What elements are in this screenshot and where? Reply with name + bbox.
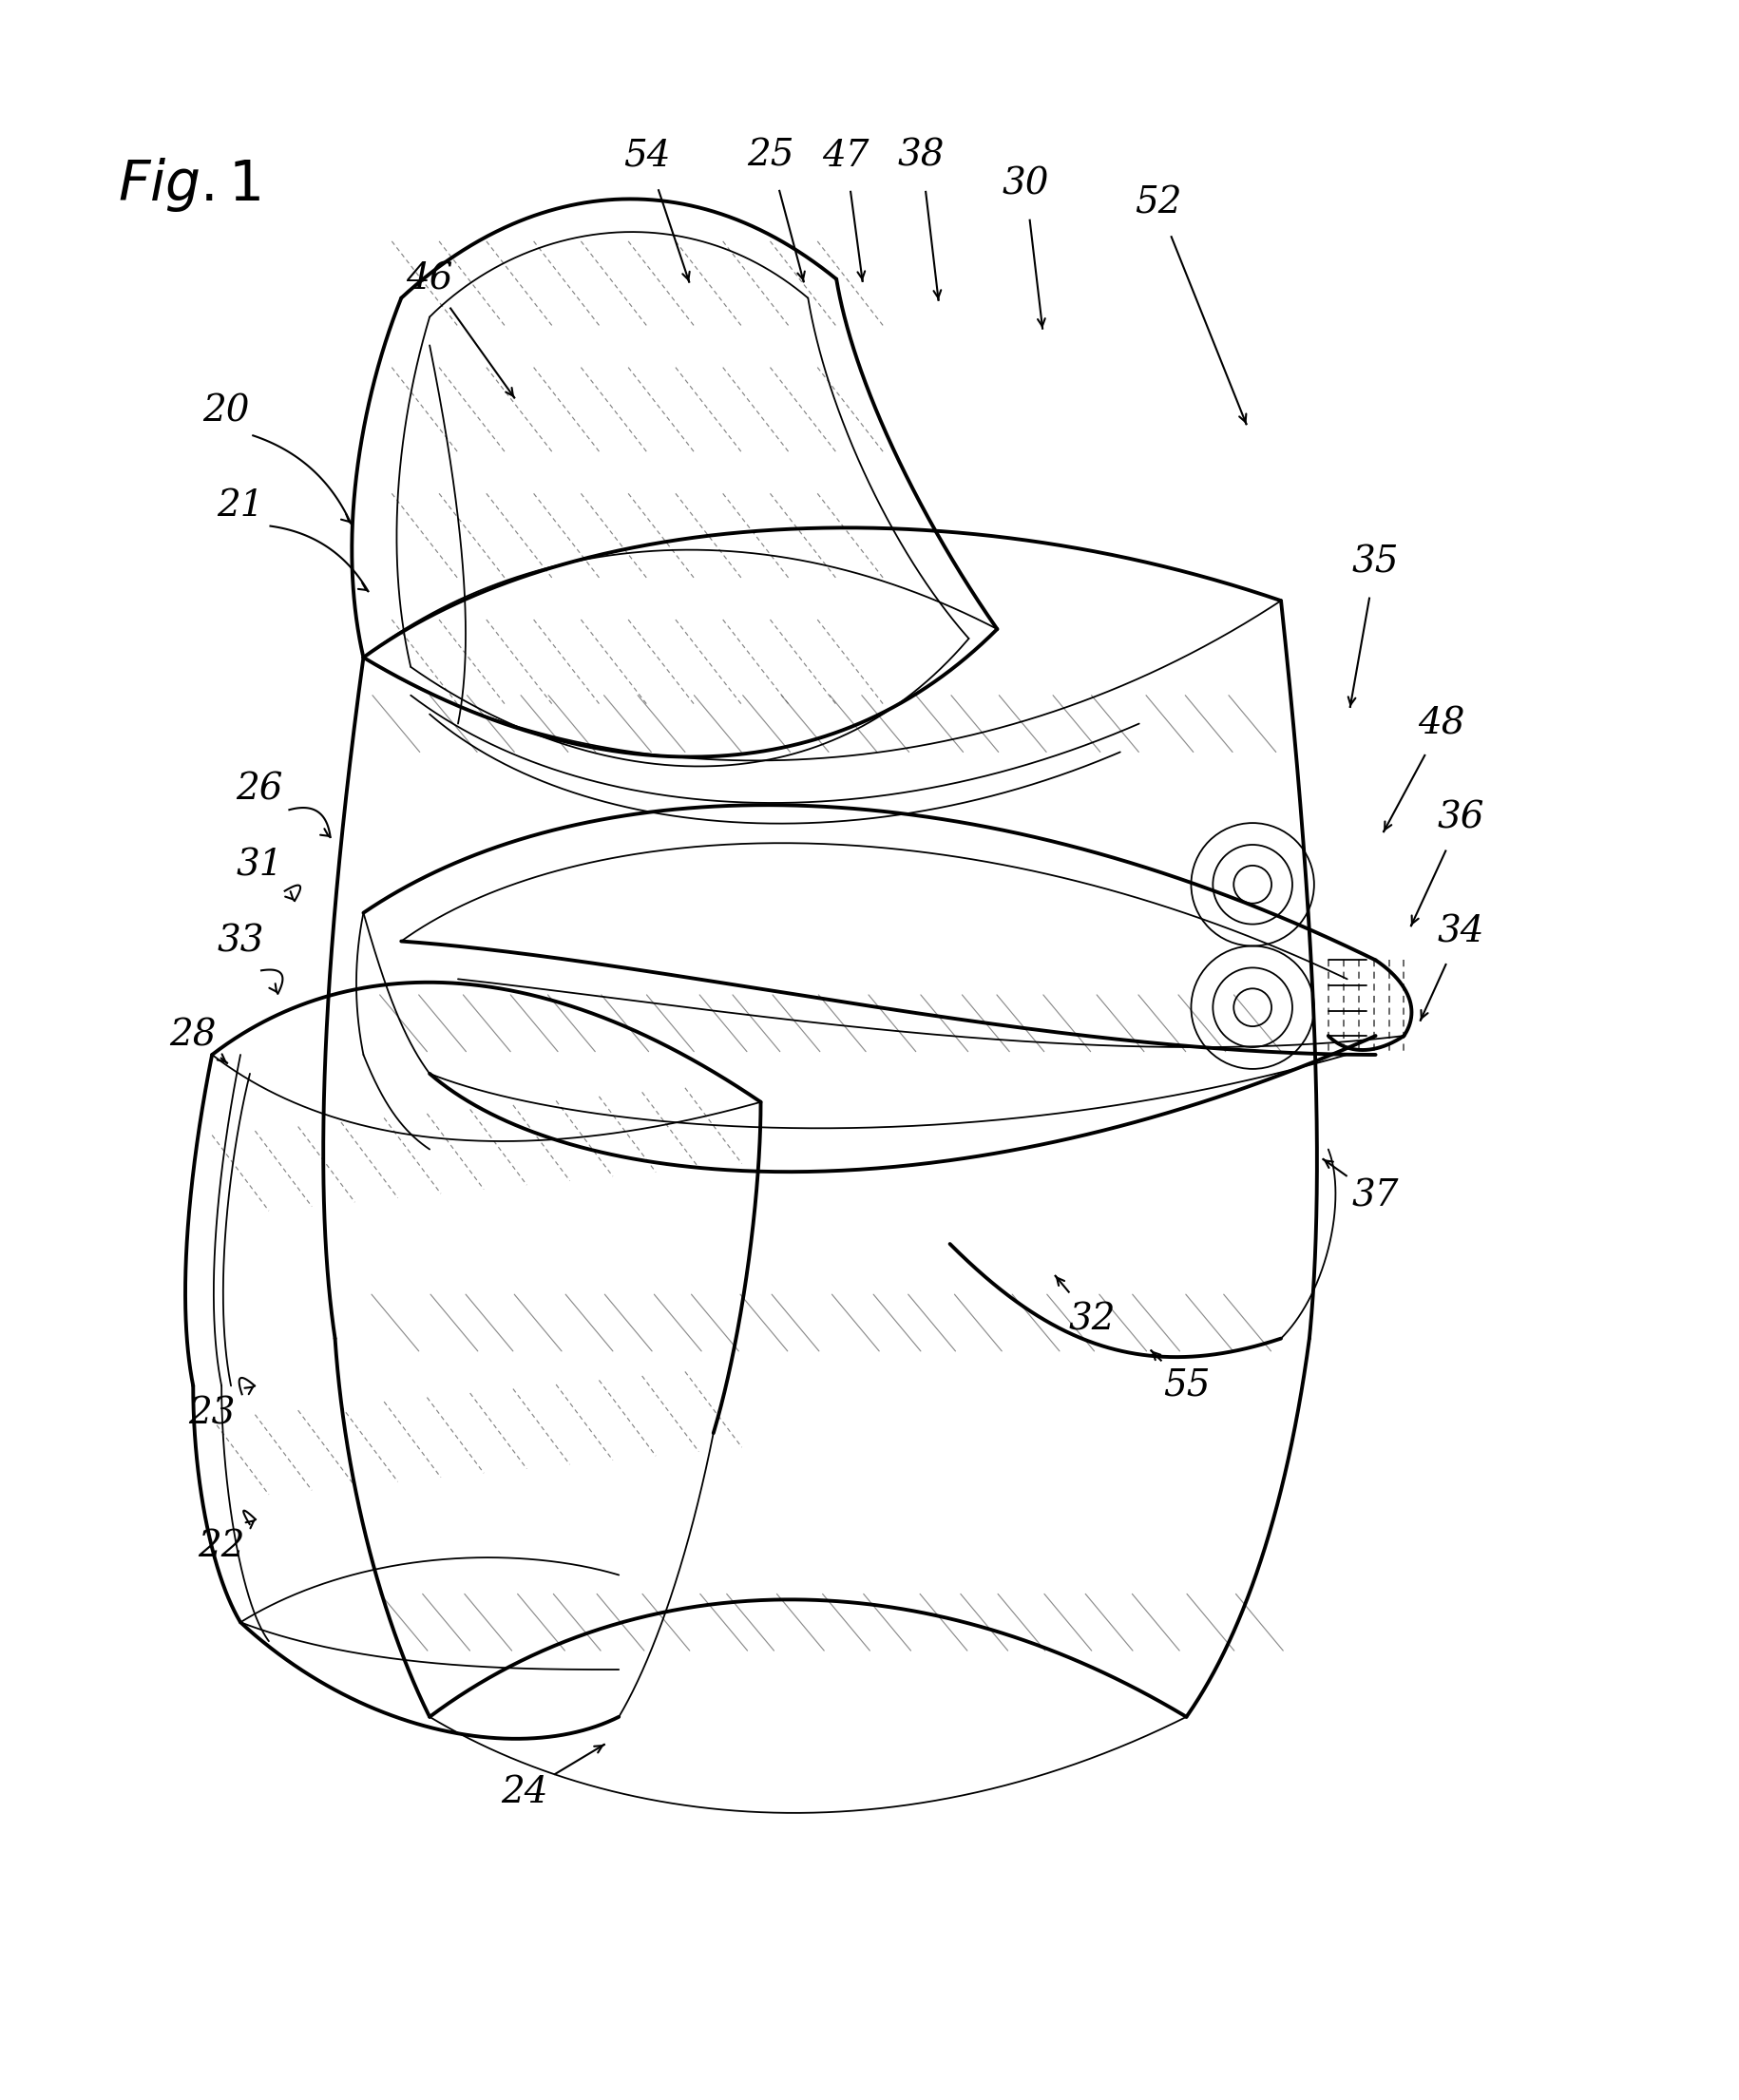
Text: 32: 32 bbox=[1068, 1302, 1115, 1338]
Text: 30: 30 bbox=[1002, 166, 1049, 202]
Text: 52: 52 bbox=[1134, 185, 1181, 220]
Text: 33: 33 bbox=[217, 924, 264, 960]
Text: 28: 28 bbox=[169, 1018, 217, 1054]
Text: 20: 20 bbox=[203, 395, 250, 428]
Text: 26: 26 bbox=[237, 773, 283, 808]
Text: 36: 36 bbox=[1436, 800, 1483, 836]
Text: 22: 22 bbox=[198, 1529, 245, 1564]
Text: 25: 25 bbox=[746, 139, 793, 174]
Text: 54: 54 bbox=[623, 139, 670, 174]
Text: 55: 55 bbox=[1162, 1369, 1209, 1403]
Text: 47: 47 bbox=[823, 139, 870, 174]
Text: 46: 46 bbox=[405, 262, 452, 296]
Text: 38: 38 bbox=[897, 139, 944, 174]
Text: 24: 24 bbox=[501, 1774, 548, 1810]
Text: $\it{Fig. 1}$: $\it{Fig. 1}$ bbox=[118, 155, 261, 214]
Text: 23: 23 bbox=[188, 1396, 235, 1432]
Text: 48: 48 bbox=[1417, 706, 1464, 741]
Text: 21: 21 bbox=[217, 489, 264, 523]
Text: 31: 31 bbox=[237, 848, 283, 884]
Text: 35: 35 bbox=[1351, 546, 1398, 580]
Text: 34: 34 bbox=[1436, 914, 1483, 949]
Text: 37: 37 bbox=[1351, 1178, 1398, 1214]
